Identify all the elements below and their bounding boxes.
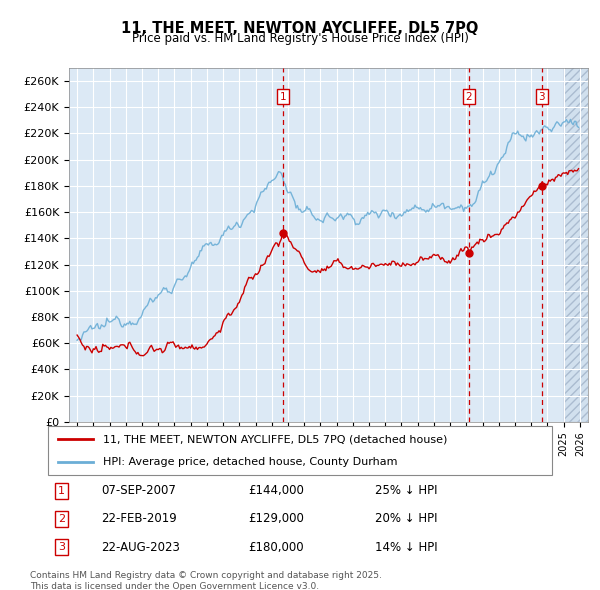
Text: Price paid vs. HM Land Registry's House Price Index (HPI): Price paid vs. HM Land Registry's House … [131, 32, 469, 45]
Text: 1: 1 [58, 486, 65, 496]
Text: Contains HM Land Registry data © Crown copyright and database right 2025.
This d: Contains HM Land Registry data © Crown c… [30, 571, 382, 590]
Text: 22-FEB-2019: 22-FEB-2019 [101, 512, 176, 526]
Text: 14% ↓ HPI: 14% ↓ HPI [376, 540, 438, 553]
Bar [563, 68, 596, 422]
Text: £180,000: £180,000 [248, 540, 304, 553]
Text: 07-SEP-2007: 07-SEP-2007 [101, 484, 176, 497]
Text: 11, THE MEET, NEWTON AYCLIFFE, DL5 7PQ (detached house): 11, THE MEET, NEWTON AYCLIFFE, DL5 7PQ (… [103, 434, 448, 444]
Text: £144,000: £144,000 [248, 484, 305, 497]
Text: 1: 1 [280, 91, 286, 101]
Text: HPI: Average price, detached house, County Durham: HPI: Average price, detached house, Coun… [103, 457, 398, 467]
Text: 2: 2 [58, 514, 65, 524]
Text: 3: 3 [58, 542, 65, 552]
Text: 2: 2 [466, 91, 472, 101]
Text: 11, THE MEET, NEWTON AYCLIFFE, DL5 7PQ: 11, THE MEET, NEWTON AYCLIFFE, DL5 7PQ [121, 21, 479, 35]
Text: 3: 3 [538, 91, 545, 101]
Text: 22-AUG-2023: 22-AUG-2023 [101, 540, 179, 553]
Text: 25% ↓ HPI: 25% ↓ HPI [376, 484, 438, 497]
Text: 20% ↓ HPI: 20% ↓ HPI [376, 512, 438, 526]
Bar [563, 68, 596, 422]
FancyBboxPatch shape [48, 426, 552, 475]
Text: £129,000: £129,000 [248, 512, 305, 526]
